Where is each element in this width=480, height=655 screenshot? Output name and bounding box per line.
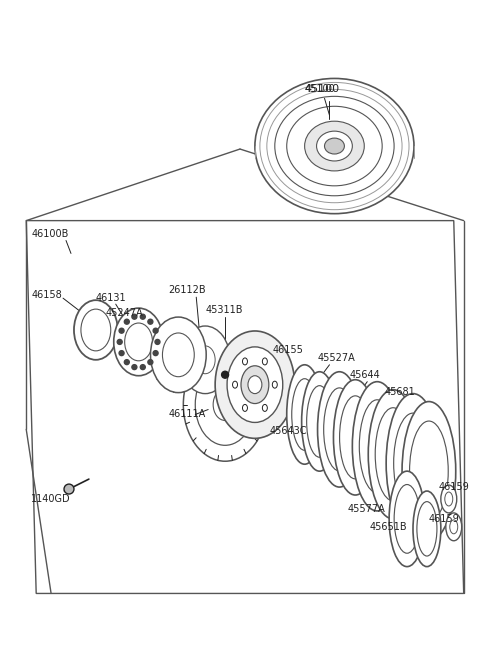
Text: 46159: 46159	[429, 514, 460, 524]
Ellipse shape	[445, 492, 453, 506]
Ellipse shape	[402, 402, 456, 541]
Ellipse shape	[409, 421, 448, 521]
Text: 46131: 46131	[96, 293, 126, 303]
Ellipse shape	[324, 138, 344, 154]
Ellipse shape	[394, 485, 420, 553]
Ellipse shape	[227, 347, 283, 422]
Ellipse shape	[394, 413, 432, 514]
Text: 45100: 45100	[305, 84, 340, 94]
Text: 45311B: 45311B	[205, 305, 243, 315]
Ellipse shape	[441, 485, 457, 513]
Text: 45577A: 45577A	[348, 504, 385, 514]
Ellipse shape	[334, 380, 377, 495]
Text: 46159: 46159	[439, 482, 469, 492]
Ellipse shape	[263, 358, 267, 365]
Text: 45644: 45644	[349, 369, 380, 380]
Ellipse shape	[307, 386, 333, 457]
Ellipse shape	[255, 79, 414, 214]
Circle shape	[140, 365, 145, 369]
Ellipse shape	[368, 390, 418, 519]
Ellipse shape	[241, 365, 269, 403]
Ellipse shape	[242, 358, 248, 365]
Ellipse shape	[180, 326, 230, 394]
Ellipse shape	[386, 394, 440, 533]
Ellipse shape	[301, 372, 337, 471]
Circle shape	[64, 484, 74, 494]
Ellipse shape	[272, 381, 277, 388]
Text: 45651B: 45651B	[369, 522, 407, 532]
Text: 46158: 46158	[31, 290, 62, 300]
Circle shape	[148, 319, 153, 324]
Ellipse shape	[316, 131, 352, 161]
Ellipse shape	[389, 471, 425, 567]
Ellipse shape	[450, 520, 458, 534]
Circle shape	[119, 350, 124, 356]
Circle shape	[140, 314, 145, 319]
Ellipse shape	[360, 400, 395, 493]
Ellipse shape	[248, 376, 262, 394]
Ellipse shape	[305, 121, 364, 171]
Ellipse shape	[232, 381, 238, 388]
Ellipse shape	[263, 404, 267, 411]
Ellipse shape	[114, 308, 164, 376]
Ellipse shape	[242, 404, 248, 411]
Circle shape	[222, 371, 228, 378]
Ellipse shape	[215, 331, 295, 438]
Ellipse shape	[195, 346, 215, 374]
Text: 46155: 46155	[273, 345, 304, 355]
Ellipse shape	[213, 388, 237, 421]
Ellipse shape	[151, 317, 206, 392]
Ellipse shape	[446, 513, 462, 541]
Circle shape	[148, 360, 153, 365]
Text: 45643C: 45643C	[270, 426, 307, 436]
Circle shape	[132, 314, 137, 319]
Ellipse shape	[183, 348, 267, 461]
Polygon shape	[26, 221, 464, 593]
Circle shape	[124, 360, 129, 365]
Ellipse shape	[74, 300, 118, 360]
Text: 45527A: 45527A	[318, 353, 355, 363]
Circle shape	[117, 339, 122, 345]
Ellipse shape	[195, 364, 255, 445]
Text: 45681: 45681	[384, 386, 415, 397]
Ellipse shape	[287, 365, 323, 464]
Text: 26112B: 26112B	[168, 285, 206, 295]
Ellipse shape	[339, 396, 371, 479]
Text: 46111A: 46111A	[168, 409, 205, 419]
Text: 1140GD: 1140GD	[31, 494, 71, 504]
Ellipse shape	[125, 323, 153, 361]
Circle shape	[132, 365, 137, 369]
Circle shape	[153, 328, 158, 333]
Ellipse shape	[352, 382, 402, 511]
Text: 45247A: 45247A	[106, 308, 144, 318]
Ellipse shape	[292, 379, 317, 450]
Text: 46100B: 46100B	[31, 229, 69, 238]
Circle shape	[124, 319, 129, 324]
Circle shape	[153, 350, 158, 356]
Ellipse shape	[318, 372, 361, 487]
Ellipse shape	[375, 407, 411, 501]
Ellipse shape	[417, 502, 437, 556]
Ellipse shape	[81, 309, 111, 351]
Text: 45100: 45100	[305, 84, 336, 94]
Ellipse shape	[324, 388, 355, 471]
Circle shape	[155, 339, 160, 345]
Ellipse shape	[413, 491, 441, 567]
Circle shape	[119, 328, 124, 333]
Ellipse shape	[162, 333, 194, 377]
